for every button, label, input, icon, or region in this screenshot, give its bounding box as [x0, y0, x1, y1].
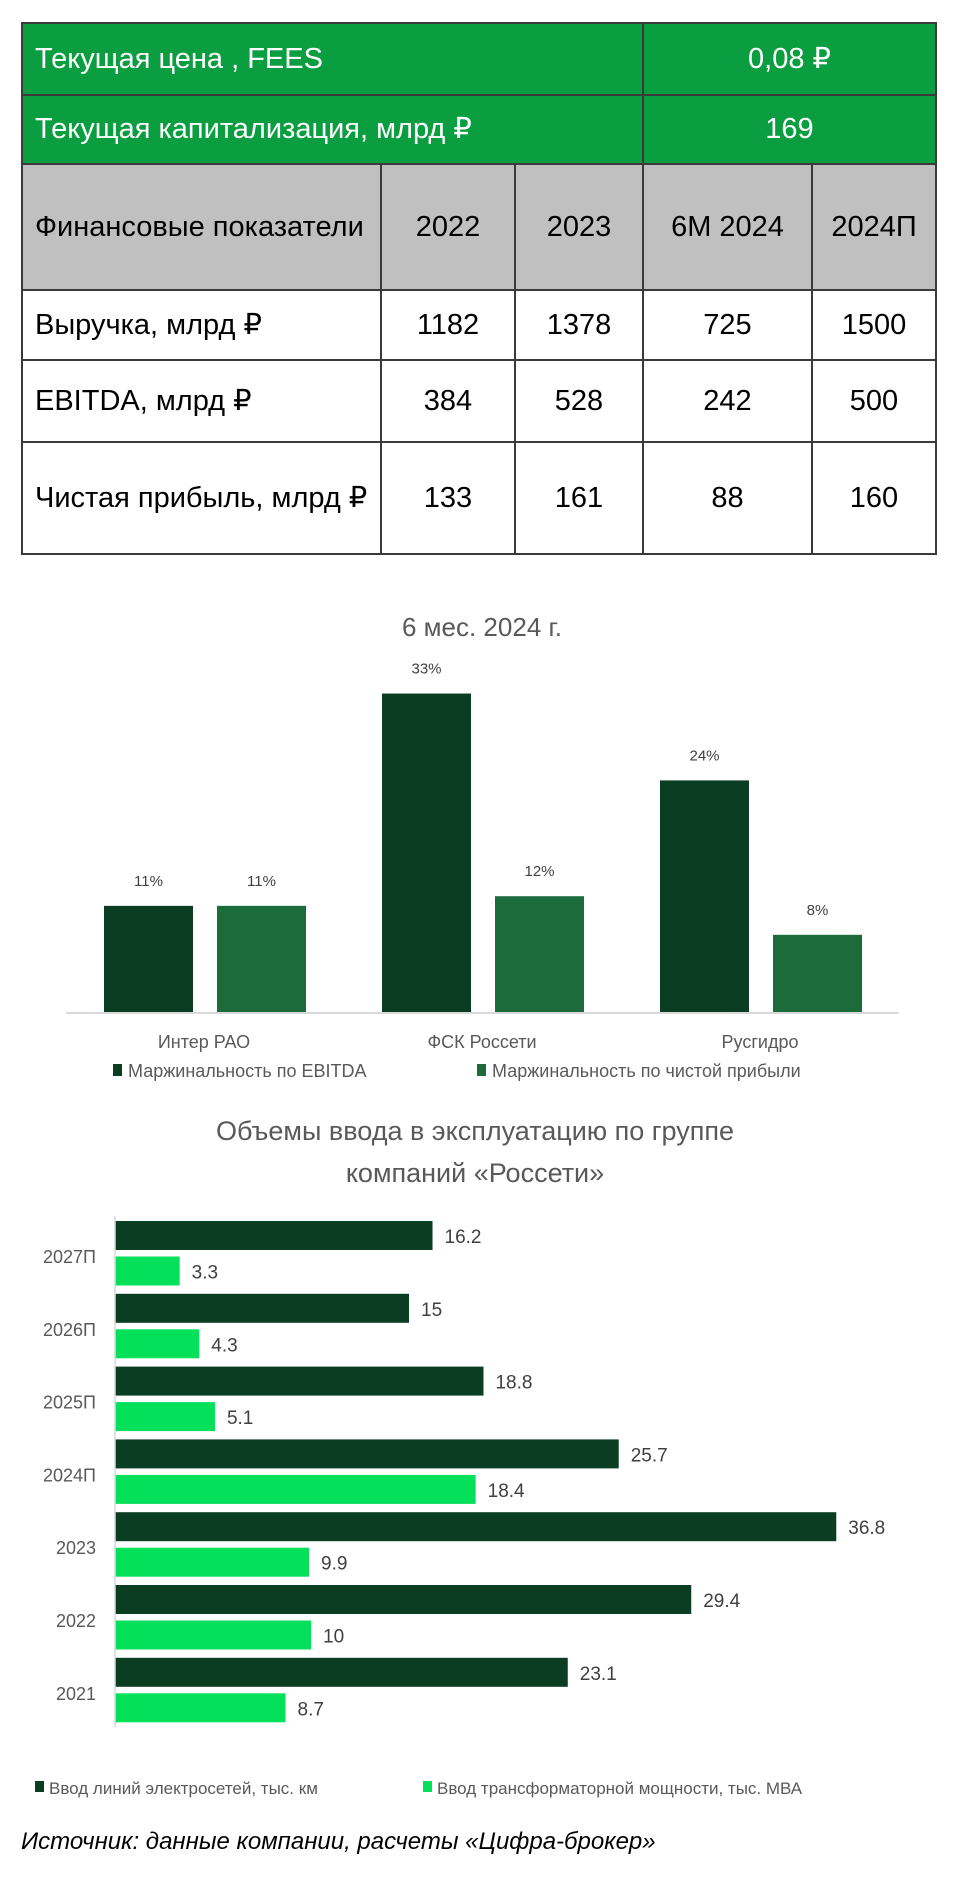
data-label: 4.3 — [211, 1335, 237, 1356]
cell: 242 — [642, 359, 813, 443]
bar — [115, 1256, 180, 1286]
data-label: 16.2 — [445, 1227, 482, 1248]
data-label: 18.4 — [488, 1481, 525, 1502]
cap-value: 169 — [642, 94, 937, 165]
category-label: Интер РАО — [158, 1032, 250, 1052]
data-label: 10 — [323, 1627, 344, 1648]
category-label: ФСК Россети — [427, 1032, 536, 1052]
bar — [115, 1402, 215, 1432]
financials-table: Текущая цена , FEES 0,08 ₽ Текущая капит… — [21, 22, 937, 555]
legend-swatch — [477, 1064, 486, 1076]
cell: 384 — [380, 359, 516, 443]
header-cell: 6М 2024 — [642, 163, 813, 291]
data-label: 15 — [421, 1300, 442, 1321]
bar — [115, 1366, 484, 1396]
bar — [115, 1620, 311, 1650]
legend-label: Ввод трансформаторной мощности, тыс. МВА — [437, 1779, 803, 1798]
cell: 500 — [811, 359, 937, 443]
bar — [115, 1474, 476, 1504]
data-label: 5.1 — [227, 1408, 253, 1429]
category-label: 2022 — [56, 1611, 96, 1631]
header-row: Финансовые показатели 2022 2023 6М 2024 … — [21, 163, 937, 291]
cell: 160 — [811, 441, 937, 555]
bar — [115, 1585, 692, 1614]
legend-label: Маржинальность по чистой прибыли — [492, 1061, 801, 1081]
bar — [115, 1329, 200, 1359]
data-label: 24% — [689, 747, 719, 764]
category-label: 2027П — [43, 1247, 96, 1267]
bar — [115, 1221, 433, 1250]
cell: 88 — [642, 441, 813, 555]
bar — [115, 1293, 409, 1323]
bar — [773, 934, 862, 1012]
legend-swatch — [113, 1064, 122, 1076]
margin-bar-chart: 6 мес. 2024 г. 11% 33% 24% 11% 12% 8% Интер РАО… — [66, 612, 899, 1081]
category-label: Русгидро — [722, 1032, 799, 1052]
row-label: Выручка, млрд ₽ — [21, 289, 382, 361]
cell: 1182 — [380, 289, 516, 361]
bar — [660, 780, 749, 1012]
data-label: 12% — [524, 863, 554, 880]
data-label: 11% — [247, 873, 276, 890]
header-cell: 2022 — [380, 163, 516, 291]
data-label: 3.3 — [192, 1263, 218, 1284]
header-cell: Финансовые показатели — [21, 163, 382, 291]
data-label: 9.9 — [321, 1554, 347, 1575]
bar — [115, 1512, 837, 1542]
table-row: EBITDA, млрд ₽ 384 528 242 500 — [21, 359, 937, 443]
price-value: 0,08 ₽ — [642, 22, 937, 96]
cell: 1500 — [811, 289, 937, 361]
bar — [217, 905, 306, 1012]
legend-swatch — [35, 1781, 44, 1792]
bar — [495, 896, 584, 1012]
legend-swatch — [423, 1781, 432, 1792]
legend-label: Маржинальность по EBITDA — [128, 1061, 367, 1081]
data-label: 8.7 — [298, 1699, 324, 1720]
category-label: 2026П — [43, 1320, 96, 1340]
cell: 528 — [514, 359, 644, 443]
data-label: 36.8 — [848, 1518, 885, 1539]
cell: 725 — [642, 289, 813, 361]
data-label: 8% — [807, 902, 829, 919]
data-label: 33% — [411, 661, 441, 678]
price-label: Текущая цена , FEES — [21, 22, 644, 96]
bar — [115, 1693, 286, 1723]
cap-label: Текущая капитализация, млрд ₽ — [21, 94, 644, 165]
cell: 161 — [514, 441, 644, 555]
cap-row: Текущая капитализация, млрд ₽ 169 — [21, 94, 937, 165]
cell: 133 — [380, 441, 516, 555]
data-label: 25.7 — [631, 1445, 668, 1466]
data-label: 18.8 — [495, 1373, 532, 1394]
source-note: Источник: данные компании, расчеты «Цифр… — [21, 1828, 656, 1855]
price-row: Текущая цена , FEES 0,08 ₽ — [21, 22, 937, 96]
row-label: EBITDA, млрд ₽ — [21, 359, 382, 443]
bar — [115, 1439, 619, 1469]
category-label: 2021 — [56, 1684, 96, 1704]
bar — [115, 1657, 568, 1687]
header-cell: 2024П — [811, 163, 937, 291]
data-label: 11% — [134, 873, 163, 890]
legend-label: Ввод линий электросетей, тыс. км — [49, 1779, 318, 1798]
table-row: Выручка, млрд ₽ 1182 1378 725 1500 — [21, 289, 937, 361]
data-label: 29.4 — [703, 1591, 740, 1612]
category-label: 2025П — [43, 1393, 96, 1413]
bar — [382, 693, 471, 1012]
chart-title: компаний «Россети» — [346, 1158, 604, 1188]
row-label: Чистая прибыль, млрд ₽ — [21, 441, 382, 555]
table-row: Чистая прибыль, млрд ₽ 133 161 88 160 — [21, 441, 937, 555]
bar — [104, 905, 193, 1012]
chart-title: Объемы ввода в эксплуатацию по группе — [216, 1116, 734, 1146]
header-cell: 2023 — [514, 163, 644, 291]
chart-title: 6 мес. 2024 г. — [402, 612, 562, 642]
data-label: 23.1 — [580, 1664, 617, 1685]
category-label: 2024П — [43, 1465, 96, 1485]
cell: 1378 — [514, 289, 644, 361]
bar — [115, 1547, 310, 1577]
category-label: 2023 — [56, 1538, 96, 1558]
